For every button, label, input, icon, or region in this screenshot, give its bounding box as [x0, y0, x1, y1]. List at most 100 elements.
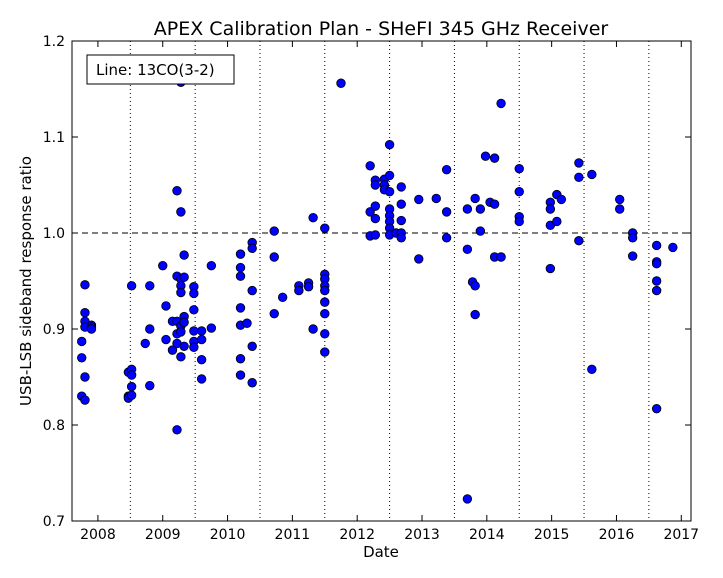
legend-text: Line: 13CO(3-2)	[96, 61, 215, 79]
x-axis-label: Date	[363, 543, 399, 561]
data-point	[431, 193, 441, 204]
data-points	[77, 77, 678, 504]
data-point	[470, 193, 480, 204]
data-point	[384, 170, 395, 181]
data-point	[189, 288, 199, 299]
data-point	[158, 260, 168, 271]
data-point	[384, 187, 395, 197]
data-point	[462, 244, 473, 255]
data-point	[247, 378, 257, 388]
data-point	[172, 425, 182, 435]
data-point	[651, 259, 662, 269]
data-point	[470, 281, 480, 291]
data-point	[308, 324, 318, 334]
data-point	[145, 281, 155, 291]
data-point	[384, 139, 395, 150]
data-point	[269, 252, 279, 262]
x-tick-label: 2008	[80, 527, 116, 543]
y-tick-label: 0.9	[43, 322, 65, 338]
data-point	[514, 163, 524, 174]
data-point	[235, 370, 246, 380]
data-point	[396, 182, 406, 192]
data-point	[320, 329, 330, 339]
x-tick-label: 2011	[275, 527, 311, 543]
legend-box	[86, 54, 235, 85]
data-point	[615, 194, 625, 205]
data-point	[80, 280, 90, 290]
data-point	[77, 336, 87, 347]
data-point	[441, 207, 452, 217]
data-point	[370, 180, 381, 190]
data-point	[627, 251, 638, 261]
data-point	[179, 250, 189, 260]
data-point	[126, 390, 137, 400]
y-tick-label: 0.8	[43, 418, 65, 434]
data-point	[126, 281, 137, 291]
data-point	[80, 395, 90, 405]
legend: Line: 13CO(3-2)	[86, 54, 235, 85]
data-point	[651, 403, 662, 414]
data-point	[396, 199, 406, 209]
data-point	[489, 199, 500, 209]
x-tick-label: 2010	[210, 527, 246, 543]
data-point	[179, 272, 189, 282]
data-point	[475, 204, 486, 214]
data-point	[489, 153, 500, 163]
data-point	[651, 285, 662, 296]
data-point	[247, 285, 257, 296]
x-axis-ticks: 2008 2009 2010 2011 2012 2013 2014 2015 2016 2017	[80, 41, 699, 543]
data-point	[370, 201, 381, 211]
data-point	[80, 372, 90, 382]
data-point	[145, 380, 155, 391]
x-tick-label: 2009	[145, 527, 181, 543]
data-point	[462, 494, 473, 504]
data-point	[176, 352, 186, 362]
data-point	[277, 292, 288, 303]
data-point	[80, 307, 90, 318]
dotted-vertical-gridlines	[129, 41, 650, 521]
data-point	[189, 342, 199, 352]
plot-area-frame	[71, 40, 692, 522]
y-axis-label: USB-LSB sideband response ratio	[17, 156, 35, 406]
data-point	[514, 216, 524, 227]
data-point	[441, 233, 452, 243]
y-tick-label: 1.1	[43, 130, 65, 146]
data-point	[496, 98, 506, 109]
data-point	[196, 334, 207, 345]
data-point	[235, 271, 246, 281]
data-point	[545, 263, 556, 274]
data-point	[77, 353, 87, 363]
data-point	[514, 187, 524, 197]
data-point	[189, 326, 199, 336]
data-point	[303, 282, 314, 292]
data-point	[320, 285, 330, 296]
data-point	[196, 355, 207, 365]
x-tick-label: 2015	[534, 527, 570, 543]
data-point	[161, 334, 171, 345]
data-point	[206, 260, 217, 271]
data-point	[556, 194, 567, 205]
data-point	[247, 243, 257, 254]
data-point	[627, 233, 638, 243]
x-tick-label: 2016	[599, 527, 635, 543]
data-point	[336, 78, 346, 88]
data-point	[235, 262, 246, 273]
data-point	[176, 287, 186, 298]
data-point	[269, 226, 279, 236]
data-point	[574, 172, 584, 183]
x-tick-label: 2017	[663, 527, 699, 543]
x-tick-label: 2013	[404, 527, 440, 543]
data-point	[308, 212, 318, 223]
data-point	[470, 309, 480, 320]
data-point	[668, 242, 678, 253]
data-point	[320, 308, 330, 319]
data-point	[396, 233, 406, 243]
data-point	[176, 327, 186, 337]
data-point	[615, 204, 625, 214]
data-point	[161, 301, 171, 311]
data-point	[196, 326, 207, 336]
data-point	[320, 297, 330, 307]
data-point	[414, 194, 424, 205]
